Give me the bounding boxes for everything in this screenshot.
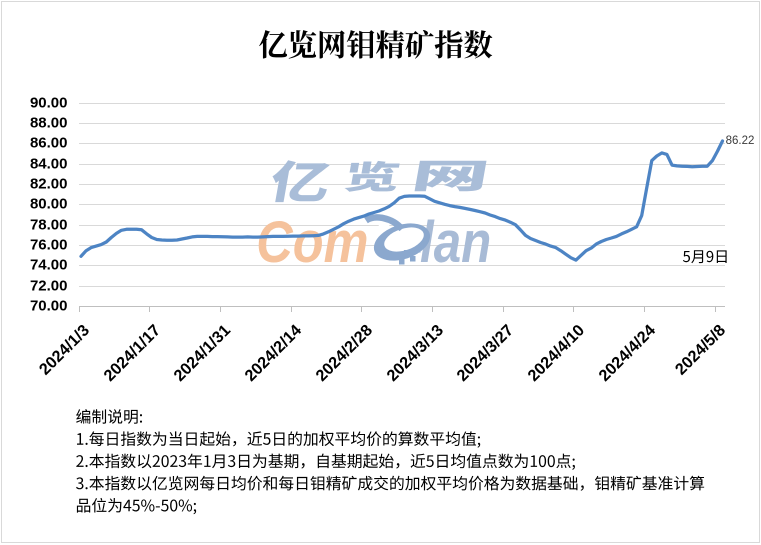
svg-text:lan: lan	[420, 210, 491, 275]
